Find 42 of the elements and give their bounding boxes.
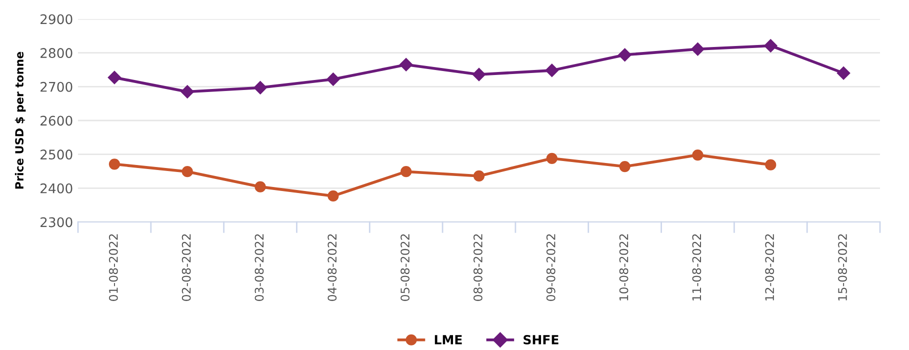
point: [108, 70, 122, 84]
point: [254, 81, 267, 94]
x-tick-label: 08-08-2022: [473, 234, 482, 301]
point: [472, 68, 486, 82]
y-tick-label: 2700: [40, 82, 72, 92]
point: [326, 72, 340, 86]
legend-label: SHFE: [524, 334, 558, 344]
x-tick-label: 02-08-2022: [182, 234, 191, 301]
point: [328, 190, 339, 202]
point: [400, 166, 412, 178]
y-tick-label: 2300: [40, 217, 72, 228]
point: [764, 39, 778, 52]
point: [619, 160, 630, 172]
x-tick-label: 10-08-2022: [619, 234, 628, 300]
point: [545, 64, 558, 78]
point: [765, 159, 776, 170]
x-tick-label: 11-08-2022: [692, 234, 702, 300]
point: [473, 170, 485, 182]
y-tick-label: 2900: [40, 14, 72, 24]
point: [108, 158, 120, 170]
x-tick-label: 09-08-2022: [546, 234, 556, 301]
point: [182, 166, 193, 178]
point: [180, 85, 194, 98]
y-tick-label: 2400: [40, 183, 72, 194]
point: [692, 149, 704, 161]
y-axis-title: Price USD $ per tonne: [14, 52, 26, 189]
point: [400, 58, 413, 72]
legend-label: LME: [434, 335, 462, 344]
y-tick-label: 2800: [40, 48, 72, 58]
x-tick-label: 15-08-2022: [838, 234, 847, 300]
x-tick-label: 03-08-2022: [254, 234, 264, 301]
point: [546, 152, 558, 164]
y-tick-label: 2500: [40, 150, 72, 160]
point: [691, 42, 704, 56]
point: [618, 48, 632, 62]
x-tick-label: 05-08-2022: [400, 234, 410, 301]
x-tick-label: 01-08-2022: [108, 234, 118, 301]
point: [254, 181, 266, 192]
x-tick-label: 04-08-2022: [328, 234, 337, 301]
y-tick-label: 2600: [40, 116, 72, 126]
x-tick-label: 12-08-2022: [765, 234, 774, 300]
point: [836, 66, 850, 80]
